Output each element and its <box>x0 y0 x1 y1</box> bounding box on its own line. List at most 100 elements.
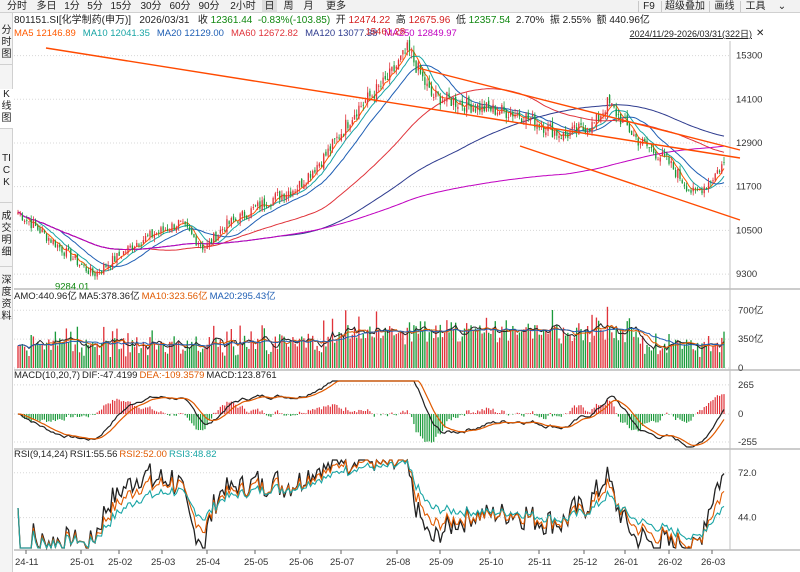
period-tab-9[interactable]: 日 <box>262 0 277 13</box>
candle-body <box>703 186 705 194</box>
macd-histogram-bar <box>32 414 34 420</box>
volume-bar <box>78 352 81 368</box>
period-tab-4[interactable]: 15分 <box>110 1 132 12</box>
volume-bar <box>699 356 701 368</box>
volume-bar <box>663 343 666 368</box>
candle-body <box>459 102 461 105</box>
side-tab-3[interactable]: 成交明细 <box>0 211 13 267</box>
volume-bar <box>241 342 244 368</box>
macd-histogram-bar <box>433 414 435 442</box>
candle-body <box>591 122 593 134</box>
macd-histogram-bar <box>565 413 567 414</box>
macd-histogram-bar <box>628 414 631 429</box>
candle-body <box>534 114 536 128</box>
toolbar-right-button-1[interactable]: 超级叠加 <box>665 1 705 12</box>
volume-bar <box>109 356 112 368</box>
candle-body <box>26 220 28 221</box>
macd-histogram-bar <box>657 414 659 423</box>
candle-body <box>380 85 382 87</box>
volume-bar <box>560 343 562 368</box>
period-tab-1[interactable]: 多日 <box>36 1 57 12</box>
trendline-channel-top <box>417 67 741 151</box>
volume-bar <box>114 338 116 368</box>
volume-bar <box>428 332 430 368</box>
side-tab-2[interactable]: TICK <box>0 153 13 203</box>
period-tab-3[interactable]: 5分 <box>87 1 103 12</box>
macd-histogram-bar <box>437 414 439 434</box>
period-tab-5[interactable]: 30分 <box>140 1 162 12</box>
period-tab-8[interactable]: 2小时 <box>230 1 256 12</box>
volume-bar <box>87 345 90 368</box>
candle-body <box>549 124 551 127</box>
candle-body <box>584 128 587 134</box>
macd-histogram-bar <box>155 411 158 414</box>
period-tab-0[interactable]: 分时 <box>7 1 27 12</box>
toolbar-right-button-2[interactable]: 画线 <box>714 1 735 12</box>
macd-histogram-bar <box>235 404 237 414</box>
side-tab-0[interactable]: 分时图 <box>0 25 13 65</box>
macd-histogram-bar <box>373 414 375 417</box>
candle-body <box>226 219 228 233</box>
period-tab-7[interactable]: 90分 <box>198 1 220 12</box>
macd-histogram-bar <box>380 414 382 416</box>
macd-dea-line <box>17 380 725 446</box>
volume-bar <box>437 337 439 368</box>
candle-body <box>520 118 523 122</box>
rsi_panel-label-part: RSI2:52.00 <box>119 449 167 460</box>
candle-body <box>545 132 547 136</box>
macd-histogram-bar <box>683 414 686 422</box>
volume-bar <box>666 352 668 368</box>
macd-histogram-bar <box>653 414 655 422</box>
candle-body <box>155 233 158 234</box>
volume-bar <box>448 332 450 368</box>
period-tab-2[interactable]: 1分 <box>64 1 80 12</box>
candle-body <box>492 104 494 113</box>
chevron-down-icon[interactable]: ⌄ <box>777 1 787 12</box>
candle-body <box>498 111 501 115</box>
volume-bar <box>650 350 653 368</box>
macd-histogram-bar <box>48 414 50 422</box>
candle-body <box>705 187 708 189</box>
volume-bar <box>606 306 609 368</box>
toolbar-right-button-0[interactable]: F9 <box>643 1 655 12</box>
macd-histogram-bar <box>259 411 261 414</box>
volume-bar <box>459 341 461 368</box>
volume-bar <box>419 321 422 368</box>
volume-bar <box>263 328 265 368</box>
date-range-selector[interactable]: 2024/11/29-2026/03/31(322日) <box>629 29 752 39</box>
rsi-tick-label: 44.0 <box>738 513 757 524</box>
toolbar-right-button-3[interactable]: 工具 <box>745 1 766 12</box>
date-tick-label: 25-10 <box>479 557 503 568</box>
volume-bar <box>586 326 589 368</box>
volume-bar <box>131 340 134 368</box>
volume-bar <box>584 329 587 368</box>
side-tab-1[interactable]: K线图 <box>0 89 13 129</box>
price-tick-label: 12900 <box>736 138 762 149</box>
volume-bar <box>243 335 246 368</box>
macd-histogram-bar <box>650 414 653 421</box>
candle-body <box>444 99 446 101</box>
macd-histogram-bar <box>175 414 177 416</box>
side-tab-4[interactable]: 深度资料 <box>0 275 13 322</box>
macd-histogram-bar <box>609 400 611 414</box>
candle-body <box>263 198 265 208</box>
candle-body <box>494 106 496 115</box>
candle-body <box>217 234 219 241</box>
period-tab-11[interactable]: 月 <box>303 1 314 12</box>
volume-bar <box>305 347 307 368</box>
period-tab-12[interactable]: 更多 <box>326 1 346 12</box>
candle-body <box>367 92 369 103</box>
macd-histogram-bar <box>644 414 646 424</box>
candle-body <box>215 231 217 242</box>
close-icon[interactable]: ✕ <box>756 28 765 39</box>
macd-histogram-bar <box>65 414 67 417</box>
macd-histogram-bar <box>719 395 721 414</box>
macd-histogram-bar <box>224 405 226 414</box>
volume-bar <box>593 335 595 368</box>
volume-bar <box>349 338 351 368</box>
macd-histogram-bar <box>362 411 364 414</box>
volume-bar <box>191 341 193 368</box>
period-tab-10[interactable]: 周 <box>283 1 294 12</box>
period-tab-6[interactable]: 60分 <box>169 1 191 12</box>
